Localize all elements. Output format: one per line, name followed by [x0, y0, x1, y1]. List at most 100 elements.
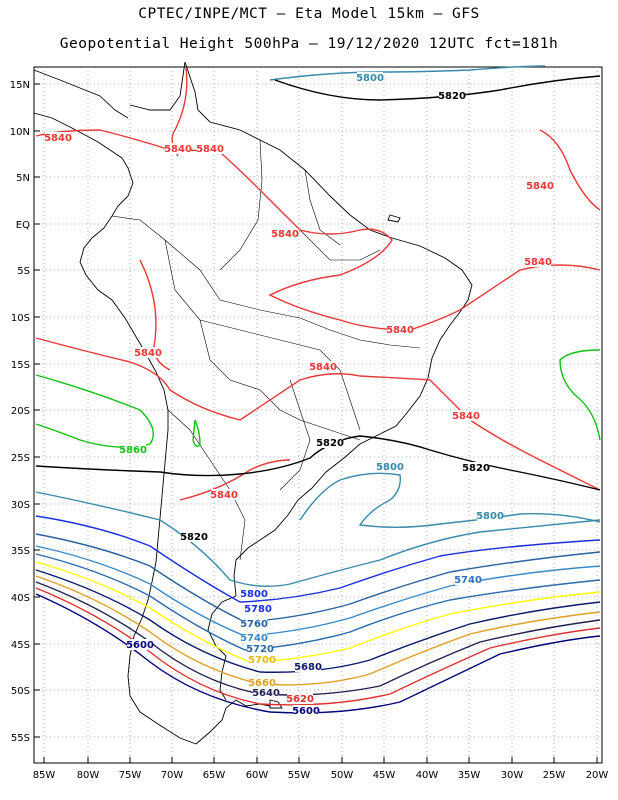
- contour-label-bg: [245, 603, 271, 614]
- contour-5640: [35, 581, 601, 696]
- latitude-labels: 15N 10N 5N EQ 5S 10S 15S 20S 25S 30S 35S 40S 45S 50S 5…: [10, 80, 40, 744]
- lon-tick-label: 60W: [246, 770, 269, 781]
- lon-tick-label: 65W: [203, 770, 226, 781]
- contour-5800-mid: [299, 472, 601, 528]
- contour-5700: [35, 561, 601, 663]
- contour-label-bg: [211, 489, 237, 500]
- contour-label: 5840: [210, 490, 238, 501]
- contour-5800-south: [35, 491, 601, 587]
- lat-tick-label: 45S: [11, 640, 30, 651]
- lat-tick-label: EQ: [16, 220, 30, 231]
- lon-tick-label: 25W: [543, 770, 566, 781]
- contour-label: 5700: [248, 655, 276, 666]
- contour-label: 5860: [119, 445, 147, 456]
- lat-tick-label: 5N: [16, 173, 30, 184]
- contour-5840-east2: [179, 459, 291, 501]
- contours: [35, 65, 601, 714]
- contour-label: 5740: [454, 575, 482, 586]
- lon-tick-label: 20W: [586, 770, 609, 781]
- contour-5620: [35, 587, 601, 706]
- grid-lines: [34, 67, 602, 763]
- contour-label-bg: [272, 228, 298, 239]
- contour-5860-west: [35, 374, 154, 448]
- lat-tick-label: 50S: [11, 686, 30, 697]
- contour-label-bg: [525, 256, 551, 267]
- contour-label: 5640: [252, 688, 280, 699]
- contour-label-bg: [249, 654, 275, 665]
- contour-labels: 5800 5820 5840 5840 5840 5840 5840 5840 5840 5840…: [44, 72, 554, 717]
- contour-label-bg: [120, 444, 146, 455]
- contour-label: 5680: [294, 662, 322, 673]
- lat-tick-label: 10S: [11, 313, 30, 324]
- contour-label: 5840: [44, 133, 72, 144]
- contour-label: 5840: [452, 411, 480, 422]
- contour-label-bg: [439, 90, 465, 101]
- contour-5720: [35, 553, 601, 651]
- contour-5840-main: [35, 129, 601, 331]
- contour-label: 5840: [196, 144, 224, 155]
- contour-label-bg: [455, 574, 481, 585]
- contour-5840-north1: [171, 67, 188, 157]
- contour-5680: [35, 569, 601, 673]
- contour-label: 5800: [376, 462, 404, 473]
- contour-label: 5800: [476, 511, 504, 522]
- lon-tick-label: 80W: [77, 770, 100, 781]
- contour-label: 5840: [386, 325, 414, 336]
- lon-tick-label: 70W: [161, 770, 184, 781]
- contour-5840-amazon: [139, 259, 171, 371]
- longitude-labels: 85W 80W 75W 70W 65W 60W 55W 50W 45W 40W 35W 30W 25W 2…: [33, 757, 609, 781]
- contour-5860-east: [559, 349, 601, 441]
- contour-label: 5820: [180, 532, 208, 543]
- contour-label: 5660: [248, 678, 276, 689]
- contour-label-bg: [241, 632, 267, 643]
- contour-label-bg: [45, 132, 71, 143]
- contour-label-bg: [247, 643, 273, 654]
- map-frame: [33, 66, 603, 764]
- contour-5760: [35, 533, 601, 623]
- contour-label: 5600: [292, 706, 320, 717]
- lon-tick-label: 85W: [33, 770, 56, 781]
- contour-label: 5600: [126, 640, 154, 651]
- contour-label: 5840: [134, 348, 162, 359]
- contour-label: 5620: [286, 694, 314, 705]
- contour-label-bg: [165, 143, 191, 154]
- contour-5600: [35, 593, 601, 714]
- lat-tick-label: 15S: [11, 360, 30, 371]
- contour-5800-north: [269, 65, 546, 81]
- contour-label: 5800: [240, 589, 268, 600]
- contour-label: 5840: [524, 257, 552, 268]
- contour-label-bg: [477, 510, 503, 521]
- lat-tick-label: 20S: [11, 406, 30, 417]
- lon-tick-label: 30W: [501, 770, 524, 781]
- lat-tick-label: 5S: [17, 266, 30, 277]
- contour-label: 5760: [240, 619, 268, 630]
- map-title: CPTEC/INPE/MCT – Eta Model 15km – GFS: [138, 6, 480, 22]
- contour-label: 5820: [462, 463, 490, 474]
- lat-tick-label: 55S: [11, 733, 30, 744]
- lon-tick-label: 45W: [373, 770, 396, 781]
- lon-tick-label: 50W: [331, 770, 354, 781]
- contour-label: 5720: [246, 644, 274, 655]
- contour-label-bg: [181, 531, 207, 542]
- contour-label: 5840: [271, 229, 299, 240]
- contour-label-bg: [387, 324, 413, 335]
- lat-tick-label: 15N: [10, 80, 30, 91]
- contour-label-bg: [253, 687, 279, 698]
- lat-tick-label: 40S: [11, 593, 30, 604]
- lon-tick-label: 35W: [458, 770, 481, 781]
- contour-label-bg: [310, 361, 336, 372]
- contour-label-bg: [377, 461, 403, 472]
- lat-tick-label: 35S: [11, 546, 30, 557]
- lat-tick-label: 10N: [10, 127, 30, 138]
- lon-tick-label: 55W: [288, 770, 311, 781]
- contour-label: 5840: [164, 144, 192, 155]
- contour-label-bg: [357, 72, 383, 83]
- contour-5840-south: [35, 337, 601, 491]
- contour-label-bg: [127, 639, 153, 650]
- contour-label: 5740: [240, 633, 268, 644]
- lat-tick-label: 25S: [11, 453, 30, 464]
- contour-5860-small: [192, 419, 201, 447]
- contour-5660: [35, 575, 601, 686]
- map-subtitle: Geopotential Height 500hPa – 19/12/2020 …: [59, 36, 559, 52]
- contour-label-bg: [241, 618, 267, 629]
